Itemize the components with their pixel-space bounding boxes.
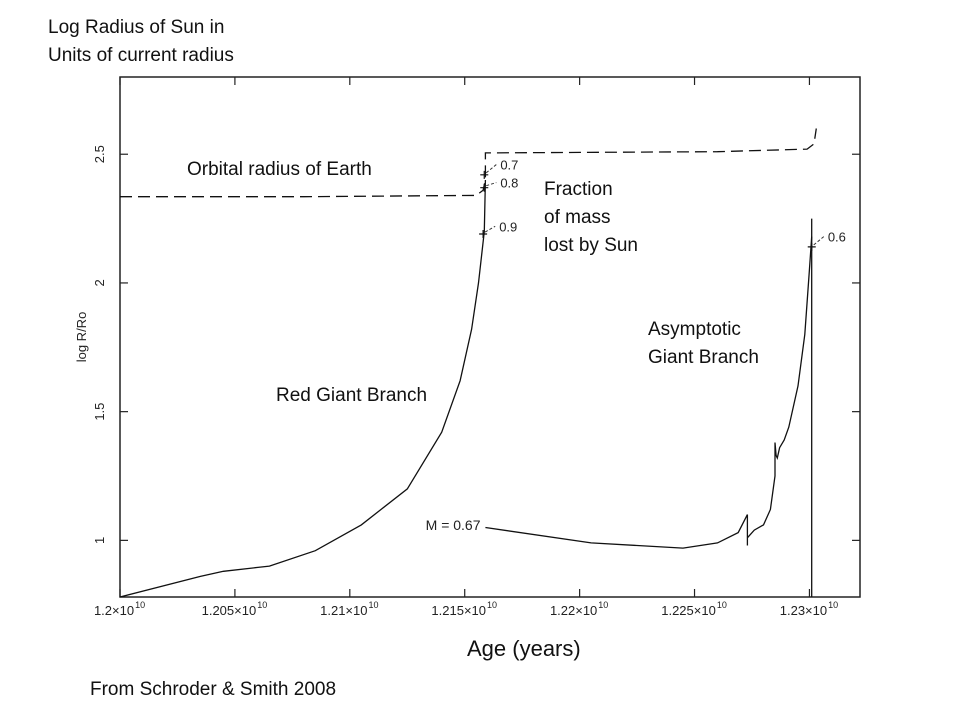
- marker-leader: [813, 236, 825, 246]
- marker-leader: [486, 182, 497, 187]
- annotation-mass-fraction-line2: of mass: [544, 207, 611, 228]
- x-tick-label: 1.21×10: [320, 603, 367, 618]
- marker-label: 0.6: [828, 230, 846, 245]
- plot-frame: [119, 76, 861, 598]
- x-tick-exponent: 10: [487, 600, 497, 610]
- x-tick-exponent: 10: [257, 600, 267, 610]
- x-tick-exponent: 10: [368, 600, 378, 610]
- marker-label: 0.8: [500, 176, 518, 191]
- x-tick-label: 1.2×10: [94, 603, 134, 618]
- annotation-mass-fraction: Fraction of mass lost by Sun: [544, 176, 638, 260]
- mass-loss-marker: [480, 183, 489, 192]
- y-tick-label: 2: [92, 279, 107, 286]
- series-group: [119, 128, 817, 598]
- x-tick-exponent: 10: [135, 600, 145, 610]
- marker-leader: [485, 164, 497, 174]
- x-tick-label: 1.215×10: [431, 603, 486, 618]
- source-note: From Schroder & Smith 2008: [90, 679, 337, 700]
- mass-loss-marker: [479, 230, 488, 239]
- x-tick-label: 1.22×10: [550, 603, 597, 618]
- mass-loss-marker: [807, 242, 816, 251]
- sun-radius-line-2: [485, 236, 813, 549]
- marker-leader: [484, 225, 496, 233]
- y-tick-label: 1: [92, 537, 107, 544]
- marker-group: 0.7 0.8 0.9 0.6 M = 0.67: [426, 158, 846, 533]
- axis-ticks: 1.2×10 10 1.205×10 10 1.21×10 10 1.215×10 10 1.2…: [92, 77, 860, 618]
- annotation-mass-fraction-line3: lost by Sun: [544, 235, 638, 256]
- annotation-rgb: Red Giant Branch: [276, 385, 428, 406]
- chart-title-line1: Log Radius of Sun in: [48, 17, 225, 38]
- x-tick-exponent: 10: [598, 600, 608, 610]
- y-axis-label: log R/Ro: [74, 312, 89, 363]
- marker-label: 0.7: [500, 158, 518, 173]
- marker-label: 0.9: [499, 219, 517, 234]
- x-tick-label: 1.23×10: [780, 603, 827, 618]
- annotation-agb-line2: Giant Branch: [648, 347, 759, 368]
- final-mass-label: M = 0.67: [426, 517, 481, 533]
- chart-title-line2: Units of current radius: [48, 45, 234, 66]
- x-tick-exponent: 10: [828, 600, 838, 610]
- annotation-agb: Asymptotic Giant Branch: [648, 316, 759, 372]
- x-tick-exponent: 10: [717, 600, 727, 610]
- annotation-agb-line1: Asymptotic: [648, 319, 741, 340]
- chart-title: Log Radius of Sun in Units of current ra…: [48, 14, 234, 70]
- annotation-mass-fraction-line1: Fraction: [544, 179, 613, 200]
- x-tick-label: 1.225×10: [661, 603, 716, 618]
- sun-radius-line-1: [119, 179, 487, 598]
- y-tick-label: 1.5: [92, 403, 107, 421]
- earth-orbit-line: [120, 128, 817, 198]
- x-axis-label: Age (years): [467, 636, 581, 661]
- y-tick-label: 2.5: [92, 145, 107, 163]
- x-tick-label: 1.205×10: [202, 603, 257, 618]
- mass-loss-marker: [480, 170, 489, 179]
- annotation-earth-orbit: Orbital radius of Earth: [187, 159, 372, 180]
